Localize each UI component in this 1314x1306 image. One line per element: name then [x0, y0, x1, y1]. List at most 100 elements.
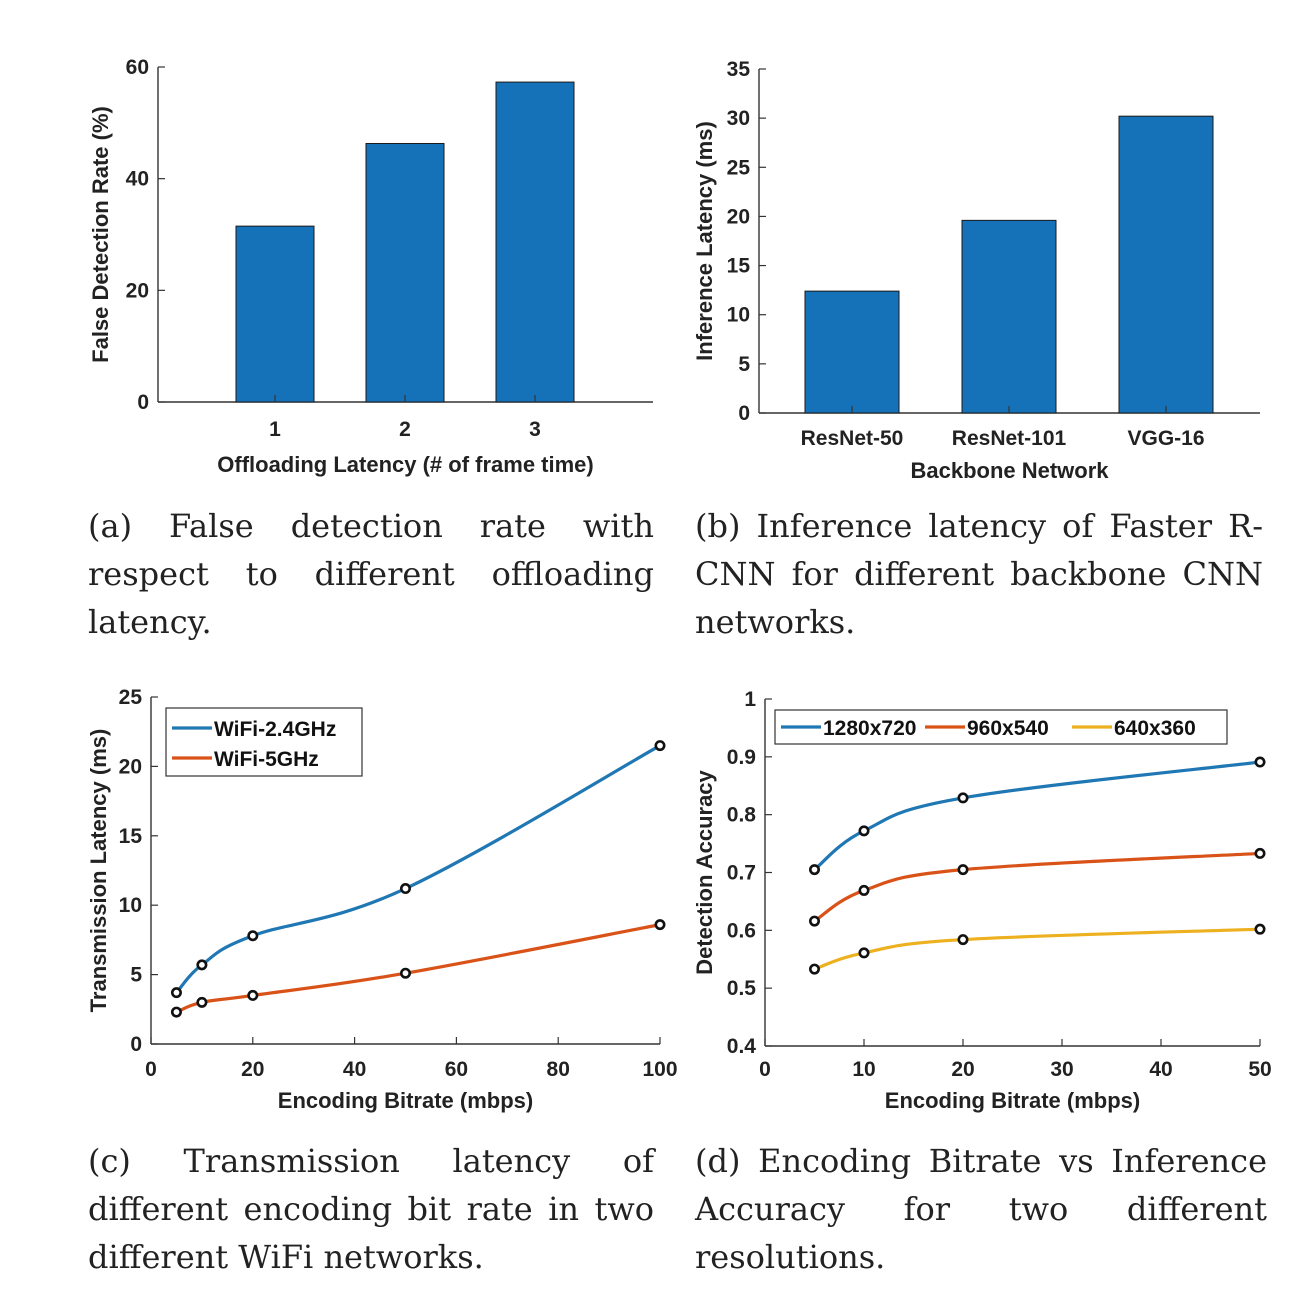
chart-a: 0 20 40 60 Offloading Latency (# of frame ti… [88, 56, 653, 477]
data-point [957, 864, 969, 876]
x-tick-label: 100 [642, 1058, 677, 1081]
legend-box [165, 707, 363, 777]
data-point [808, 864, 820, 876]
series-line [813, 927, 1261, 971]
chart-d: 0.4 0.5 0.6 0.7 0.8 0.9 1 Encoding Bitrate (mbp… [692, 688, 1272, 1113]
x-tick-label: 0 [145, 1058, 157, 1081]
y-tick-label: 0.7 [727, 862, 756, 885]
y-tick-label: 25 [727, 156, 751, 179]
legend-entry: 640x360 [1114, 717, 1196, 740]
x-tick-label: 20 [951, 1058, 974, 1081]
data-point [196, 996, 208, 1008]
x-axis-label: Encoding Bitrate (mbps) [885, 1088, 1140, 1113]
data-point [654, 919, 666, 931]
y-tick-label: 40 [126, 168, 149, 191]
x-tick-label: 2 [399, 418, 411, 441]
y-tick-label: 15 [727, 255, 751, 278]
y-tick-label: 20 [126, 279, 149, 302]
x-tick-label: 20 [241, 1058, 264, 1081]
y-tick-label: 20 [119, 755, 142, 778]
data-point [808, 915, 820, 927]
data-point [1254, 923, 1266, 935]
data-point [247, 930, 259, 942]
caption-d: (d) Encoding Bitrate vs Inference Accura… [695, 1142, 1267, 1276]
y-axis-label: Transmission Latency (ms) [86, 729, 111, 1013]
y-tick-label: 30 [727, 107, 750, 130]
legend-entry: WiFi-5GHz [214, 748, 319, 771]
x-axis-label: Backbone Network [910, 458, 1109, 483]
y-tick-label: 25 [119, 686, 143, 709]
x-tick-label: 1 [269, 418, 281, 441]
data-point [247, 989, 259, 1001]
series-line [813, 760, 1261, 871]
data-point [1254, 847, 1266, 859]
x-tick-label: 10 [852, 1058, 875, 1081]
y-tick-label: 5 [130, 964, 142, 987]
y-axis-label: Inference Latency (ms) [692, 121, 717, 361]
caption-a: (a) False detection rate with respect to… [88, 507, 654, 641]
legend-box [774, 709, 1228, 745]
data-point [399, 883, 411, 895]
bar [1118, 115, 1214, 414]
x-tick-label: 50 [1248, 1058, 1271, 1081]
y-tick-label: 60 [126, 56, 149, 79]
data-point [196, 959, 208, 971]
legend: 1280x720 960x540 640x360 [774, 709, 1228, 745]
x-tick-label: 40 [1149, 1058, 1172, 1081]
y-tick-label: 1 [744, 688, 756, 711]
x-axis-label: Offloading Latency (# of frame time) [217, 452, 594, 477]
y-tick-label: 0 [738, 402, 750, 425]
x-tick-label: 0 [759, 1058, 771, 1081]
legend-entry: WiFi-2.4GHz [214, 718, 336, 741]
data-point [957, 934, 969, 946]
y-tick-label: 20 [727, 205, 750, 228]
legend-entry: 960x540 [967, 717, 1049, 740]
data-point [170, 987, 182, 999]
x-tick-label: 60 [445, 1058, 468, 1081]
y-tick-label: 0 [137, 391, 149, 414]
bar [235, 225, 315, 403]
bar [961, 219, 1057, 414]
data-point [1254, 756, 1266, 768]
bar [804, 290, 900, 414]
data-point [858, 947, 870, 959]
x-tick-label: ResNet-50 [801, 427, 904, 450]
y-tick-label: 10 [727, 304, 750, 327]
y-tick-label: 0.6 [727, 919, 756, 942]
y-tick-label: 35 [727, 58, 751, 81]
x-tick-label: 40 [343, 1058, 366, 1081]
series-line [813, 851, 1261, 923]
data-point [957, 792, 969, 804]
x-tick-label: 30 [1050, 1058, 1073, 1081]
x-tick-label: 80 [547, 1058, 570, 1081]
y-tick-label: 0.9 [727, 746, 756, 769]
y-tick-label: 0.8 [727, 804, 757, 827]
data-point [170, 1006, 182, 1018]
y-tick-label: 0.4 [727, 1035, 757, 1058]
x-axis-label: Encoding Bitrate (mbps) [278, 1088, 533, 1113]
series-line [175, 744, 661, 994]
y-axis-label: Detection Accuracy [692, 769, 717, 974]
data-point [808, 963, 820, 975]
caption-b: (b) Inference latency of Faster R-CNN fo… [695, 507, 1263, 641]
data-point [654, 740, 666, 752]
y-axis-label: False Detection Rate (%) [88, 106, 113, 363]
y-tick-label: 15 [119, 825, 143, 848]
chart-c: 0 5 10 15 20 25 Encoding Bitrate (mbps) Transmi… [86, 686, 678, 1113]
x-tick-label: ResNet-101 [952, 427, 1067, 450]
y-tick-label: 0.5 [727, 977, 757, 1000]
legend: WiFi-2.4GHz WiFi-5GHz [165, 707, 363, 777]
caption-c: (c) Transmission latency of different en… [88, 1142, 654, 1276]
data-point [399, 967, 411, 979]
y-tick-label: 10 [119, 894, 142, 917]
data-point [858, 884, 870, 896]
data-point [858, 825, 870, 837]
bar [365, 142, 445, 403]
legend-entry: 1280x720 [823, 717, 916, 740]
bar [495, 81, 575, 403]
y-tick-label: 5 [738, 353, 750, 376]
x-tick-label: VGG-16 [1127, 427, 1204, 450]
chart-b: 0 5 10 15 20 25 30 35 Backbone Network Inference … [692, 58, 1260, 483]
y-tick-label: 0 [130, 1033, 142, 1056]
